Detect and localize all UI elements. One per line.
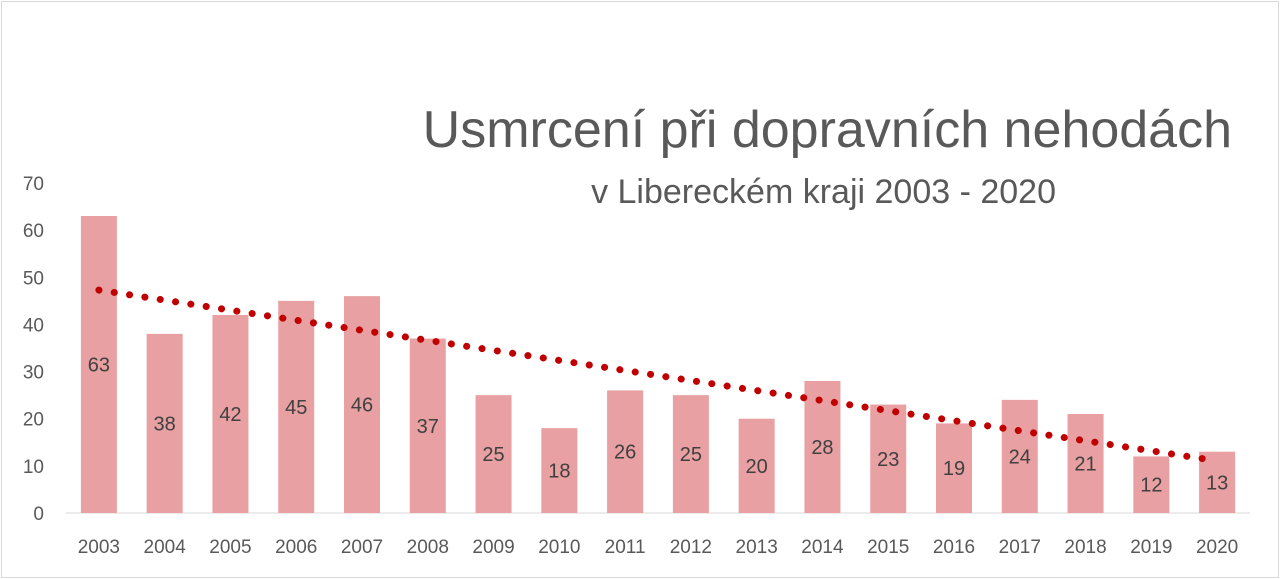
data-label: 26	[614, 442, 636, 464]
x-tick-label: 2015	[867, 537, 909, 558]
data-label: 28	[811, 437, 833, 459]
data-label: 24	[1009, 446, 1031, 468]
bar	[278, 300, 315, 513]
x-tick-labels: 2003 2004 2005 2006 2007 2008 2009 2010 2011 2012…	[78, 537, 1239, 558]
data-label: 19	[943, 458, 965, 480]
data-label: 13	[1206, 472, 1228, 494]
bar	[672, 395, 709, 513]
x-tick-label: 2019	[1130, 537, 1172, 558]
y-tick-label: 70	[23, 174, 44, 195]
data-label: 37	[417, 416, 439, 438]
x-tick-label: 2004	[144, 537, 187, 558]
y-tick-label: 10	[23, 457, 44, 478]
x-tick-label: 2010	[538, 537, 580, 558]
x-tick-label: 2016	[933, 537, 975, 558]
x-tick-label: 2007	[341, 537, 383, 558]
bar	[738, 418, 775, 513]
bars	[80, 216, 1236, 513]
x-tick-label: 2013	[736, 537, 778, 558]
data-label: 45	[285, 397, 307, 419]
y-tick-label: 30	[23, 363, 44, 384]
x-tick-label: 2020	[1196, 537, 1238, 558]
y-tick-label: 60	[23, 221, 44, 242]
y-tick-label: 20	[23, 410, 44, 431]
y-tick-label: 40	[23, 315, 44, 336]
bar	[1133, 456, 1170, 513]
bar	[936, 423, 972, 513]
y-axis: 0 10 20 30 40 50 60 70	[23, 174, 44, 525]
bar	[1001, 399, 1038, 513]
x-tick-label: 2014	[801, 537, 844, 558]
x-tick-label: 2018	[1064, 537, 1106, 558]
x-tick-label: 2011	[605, 537, 646, 558]
bar	[870, 404, 907, 513]
x-tick-label: 2009	[472, 537, 514, 558]
x-tick-label: 2008	[407, 537, 449, 558]
data-label: 38	[154, 413, 176, 435]
data-label: 42	[219, 404, 241, 426]
y-tick-label: 50	[23, 268, 44, 289]
trendline-path	[95, 286, 1221, 465]
bar	[1199, 451, 1236, 513]
bar	[146, 333, 183, 513]
trendline	[95, 286, 1221, 465]
data-label: 21	[1074, 454, 1096, 476]
y-tick-label: 0	[33, 504, 44, 525]
chart-title: Usmrcení při dopravních nehodách	[422, 101, 1232, 159]
data-label: 46	[351, 395, 373, 417]
x-tick-label: 2012	[670, 537, 712, 558]
x-tick-label: 2003	[78, 537, 120, 558]
bar	[541, 428, 578, 513]
data-label: 20	[746, 456, 768, 478]
data-label: 25	[680, 444, 702, 466]
bar	[409, 338, 446, 513]
x-tick-label: 2017	[999, 537, 1041, 558]
x-tick-label: 2006	[275, 537, 317, 558]
chart-subtitle: v Libereckém kraji 2003 - 2020	[591, 173, 1056, 211]
data-label: 23	[877, 449, 899, 471]
bar	[212, 315, 249, 513]
data-label: 18	[548, 461, 570, 483]
bar	[80, 216, 117, 513]
x-tick-label: 2005	[209, 537, 251, 558]
data-labels: 63 38 42 45 46 37 25 18 26 25 20 28 23 19 24 21 12 13	[88, 355, 1228, 497]
data-label: 25	[482, 444, 504, 466]
data-label: 12	[1140, 475, 1162, 497]
bar	[607, 390, 644, 513]
bar	[1067, 414, 1104, 513]
data-label: 63	[88, 355, 110, 377]
bar	[475, 395, 512, 513]
